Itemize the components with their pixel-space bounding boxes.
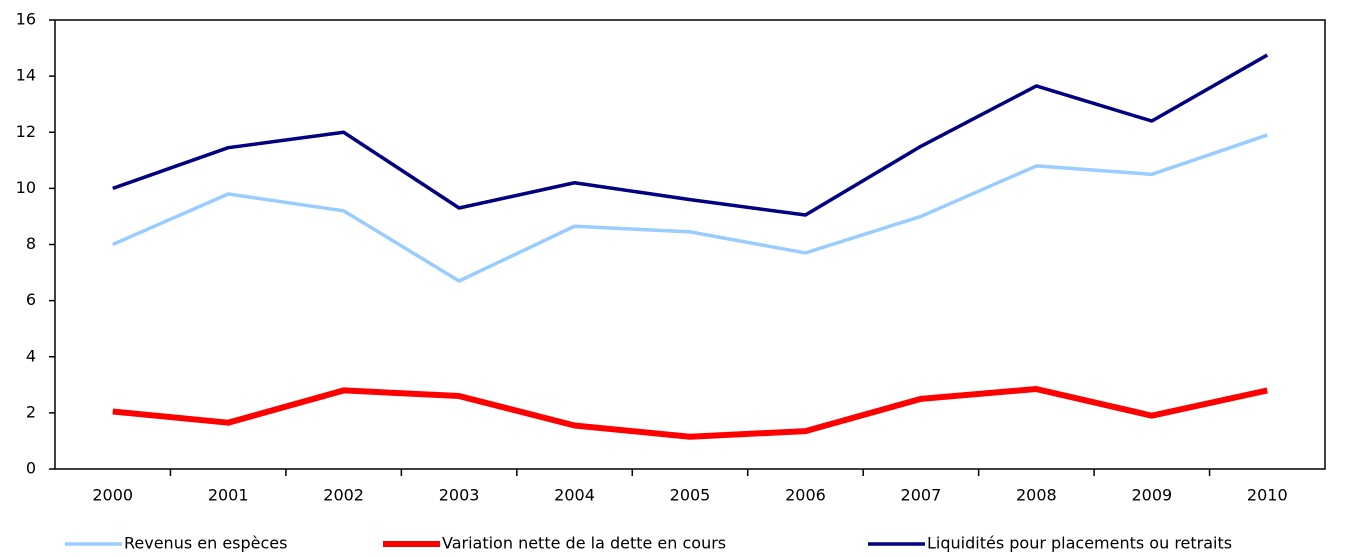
x-tick-label: 2004 bbox=[554, 486, 595, 505]
y-tick-label: 16 bbox=[16, 10, 36, 29]
series-line bbox=[112, 53, 1269, 217]
x-tick-label: 2001 bbox=[208, 486, 249, 505]
y-tick-label: 4 bbox=[26, 346, 36, 365]
x-tick-label: 2005 bbox=[670, 486, 711, 505]
y-tick-label: 8 bbox=[26, 234, 36, 253]
x-tick-label: 2007 bbox=[901, 486, 942, 505]
plot-frame bbox=[54, 19, 1326, 470]
y-tick-label: 10 bbox=[16, 178, 36, 197]
x-tick-label: 2010 bbox=[1247, 486, 1288, 505]
y-tick-label: 0 bbox=[26, 459, 36, 478]
legend-label: Variation nette de la dette en cours bbox=[442, 534, 726, 553]
x-tick-label: 2002 bbox=[323, 486, 364, 505]
x-tick-label: 2009 bbox=[1131, 486, 1172, 505]
y-tick-label: 2 bbox=[26, 402, 36, 421]
y-tick-label: 14 bbox=[16, 66, 36, 85]
y-tick-label: 12 bbox=[16, 122, 36, 141]
x-tick-label: 2003 bbox=[439, 486, 480, 505]
legend-label: Liquidités pour placements ou retraits bbox=[927, 534, 1232, 553]
legend-label: Revenus en espèces bbox=[124, 534, 287, 553]
series-line bbox=[112, 133, 1268, 283]
x-tick-label: 2008 bbox=[1016, 486, 1057, 505]
series-line bbox=[112, 386, 1268, 440]
x-tick-label: 2006 bbox=[785, 486, 826, 505]
y-tick-label: 6 bbox=[26, 290, 36, 309]
x-tick-label: 2000 bbox=[92, 486, 133, 505]
